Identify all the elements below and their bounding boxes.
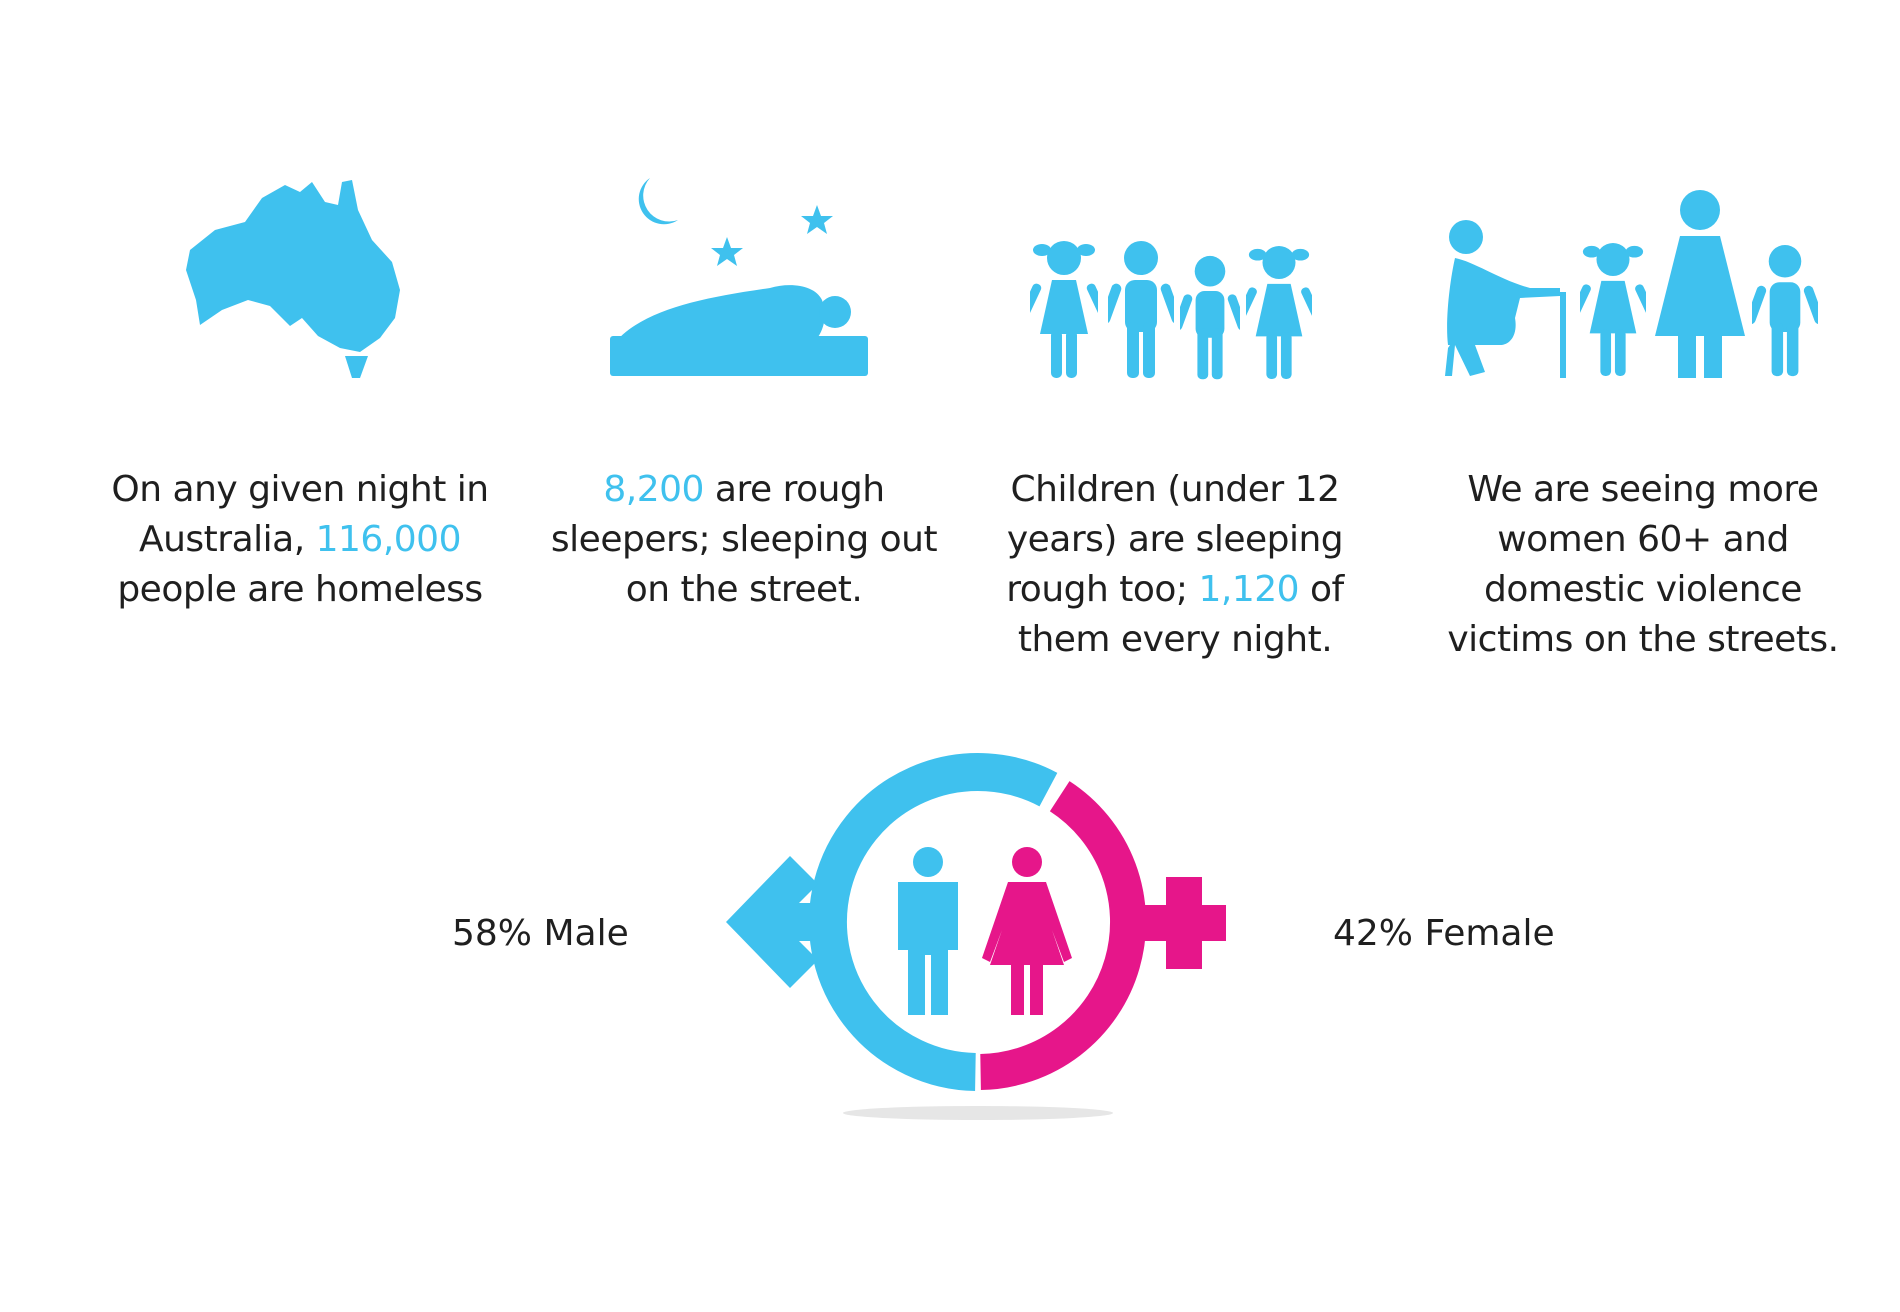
female-ring [980, 781, 1147, 1090]
stat-phrase: are rough sleepers; sleeping out on the … [550, 469, 938, 610]
stat-text: Children (under 12 years) are sleeping r… [965, 465, 1385, 665]
australia-icon [186, 180, 400, 352]
girl-icon [1246, 245, 1312, 380]
stat-phrase: On any given night in Australia, [111, 469, 489, 560]
stat-phrase: Children (under 12 years) are sleeping r… [1006, 469, 1344, 610]
stat-text: On any given night in Australia, 116,000… [90, 465, 510, 615]
girl-icon [1580, 242, 1646, 377]
female-label: 42% Female [1333, 913, 1555, 954]
stat-text: 8,200 are rough sleepers; sleeping out o… [534, 465, 954, 615]
male-arrow-shaft [760, 903, 820, 941]
woman-icon [982, 882, 1072, 1015]
woman-icon [1655, 236, 1745, 378]
moon-icon [638, 178, 678, 225]
ring-shadow [843, 1106, 1113, 1120]
man-icon [898, 882, 958, 1015]
woman-head [1680, 190, 1720, 230]
stat-number: 1,120 [1198, 569, 1300, 610]
star-icon [801, 205, 833, 234]
boy-icon [1180, 255, 1240, 380]
sleeping-bag-icon [612, 285, 825, 350]
elder-head [1449, 220, 1483, 254]
stat-phrase: We are seeing more women 60+ and domesti… [1447, 469, 1839, 660]
male-ring [808, 753, 1058, 1091]
male-label: 58% Male [452, 913, 629, 954]
woman-head [1012, 847, 1042, 877]
mattress-icon [610, 336, 868, 376]
man-head [913, 847, 943, 877]
stat-text: We are seeing more women 60+ and domesti… [1423, 465, 1863, 665]
star-icon [711, 237, 743, 266]
sleeper-head [819, 296, 851, 328]
stat-phrase: people are homeless [117, 569, 483, 610]
tasmania-icon [345, 356, 368, 378]
girl-icon [1030, 241, 1098, 378]
stat-phrase: of them every night. [1017, 569, 1344, 660]
stat-number: 116,000 [315, 519, 462, 560]
cane-icon [1560, 292, 1566, 378]
boy-icon [1752, 244, 1818, 377]
elder-icon [1445, 258, 1560, 376]
female-cross [1166, 877, 1202, 969]
stat-number: 8,200 [603, 469, 704, 510]
boy-icon [1108, 241, 1174, 378]
